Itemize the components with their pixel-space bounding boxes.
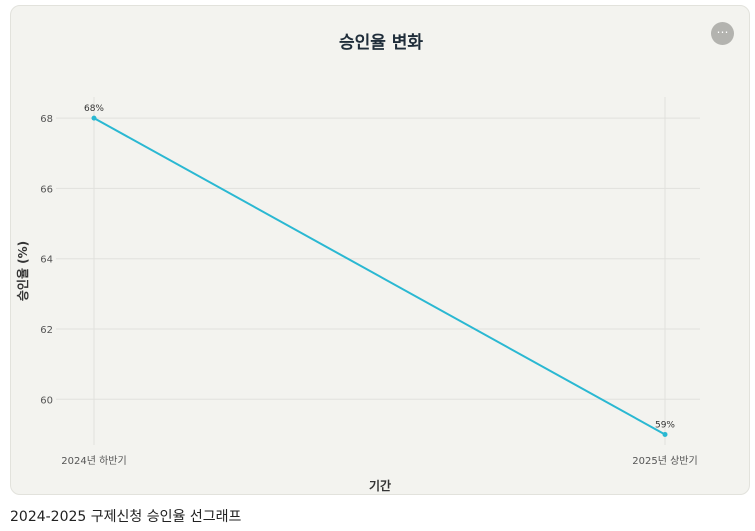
y-tick-label: 64 bbox=[40, 255, 53, 266]
y-tick-label: 66 bbox=[40, 184, 53, 195]
y-tick-label: 60 bbox=[40, 395, 53, 406]
data-label: 59% bbox=[655, 420, 675, 430]
x-tick-label: 2024년 하반기 bbox=[61, 454, 126, 467]
y-axis-title: 승인율 (%) bbox=[15, 241, 30, 301]
series-line bbox=[93, 117, 666, 436]
chart-card: 승인율 변화 ⋯ bbox=[10, 5, 750, 495]
data-label: 68% bbox=[84, 104, 104, 114]
y-tick-label: 68 bbox=[40, 114, 53, 125]
y-tick-label: 62 bbox=[40, 325, 53, 336]
data-point bbox=[662, 431, 668, 437]
ellipsis-icon: ⋯ bbox=[716, 25, 729, 39]
x-axis-title: 기간 bbox=[369, 478, 391, 493]
chart-caption: 2024-2025 구제신청 승인율 선그래프 bbox=[10, 509, 242, 525]
data-point bbox=[91, 115, 97, 121]
chart-title: 승인율 변화 bbox=[338, 33, 424, 53]
more-options-button[interactable]: ⋯ bbox=[711, 22, 734, 45]
x-tick-label: 2025년 상반기 bbox=[632, 455, 697, 467]
